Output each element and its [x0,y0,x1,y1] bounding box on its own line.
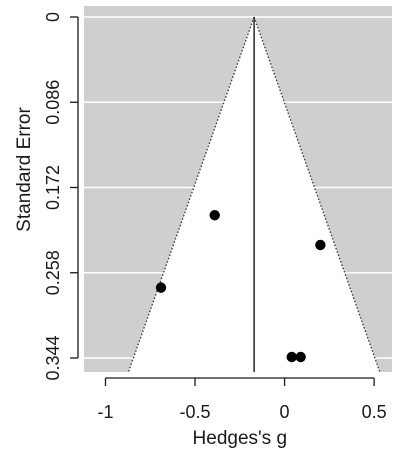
y-tick-label: 0 [43,12,63,22]
data-points [155,210,326,363]
y-tick-label: 0.258 [43,250,63,295]
y-tick-label: 0.172 [43,165,63,210]
x-tick-label: -1 [97,402,113,422]
x-tick-label: -0.5 [180,402,211,422]
x-tick-label: 0 [280,402,290,422]
data-point [315,239,326,251]
data-point [286,351,297,363]
data-point [209,210,220,221]
x-axis-title: Hedges's g [193,428,287,449]
x-axis: -1 -0.5 0 0.5 [97,377,387,422]
y-tick-label: 0.344 [43,335,63,380]
data-point [155,282,167,293]
y-tick-label: 0.086 [43,80,63,125]
x-tick-label: 0.5 [362,402,387,422]
y-axis-title: Standard Error [14,107,35,232]
data-point [295,351,306,363]
y-axis: 0 0.086 0.172 0.258 0.344 [43,12,79,381]
